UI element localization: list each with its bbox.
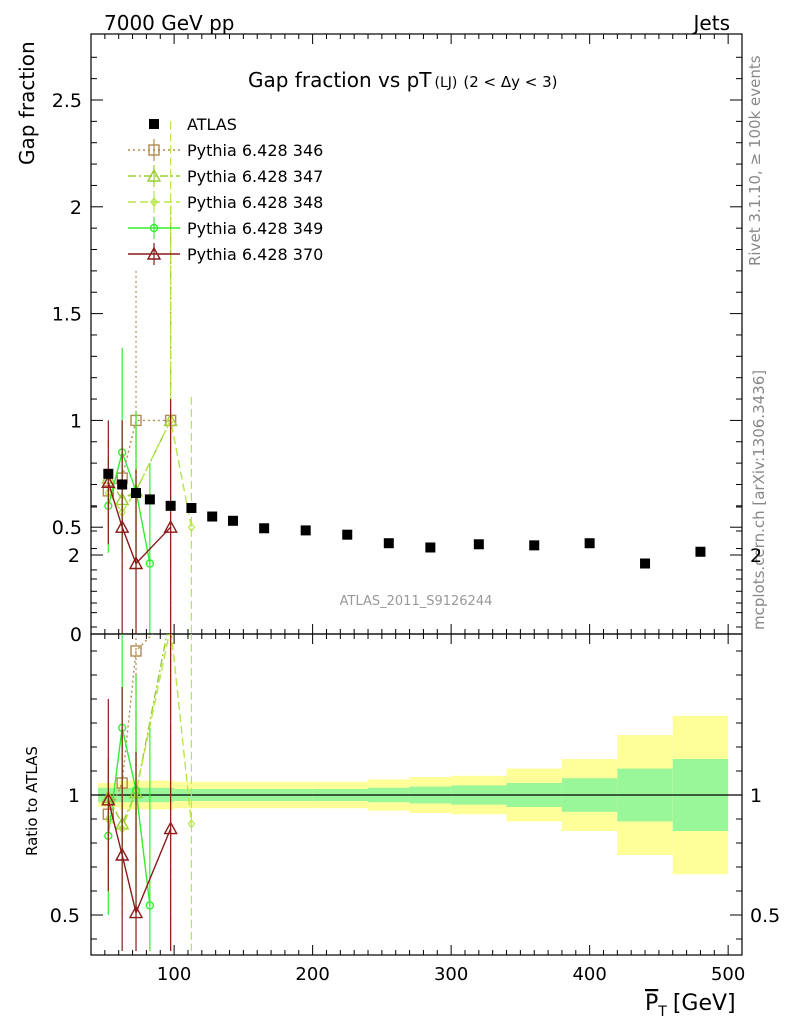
atlas-point [425,542,436,553]
atlas-point [103,468,114,479]
ratio-y-tick-label-right: 0.5 [750,905,780,927]
series-line [107,482,172,565]
ratio-point [145,901,155,910]
atlas-point [227,515,238,526]
atlas-point [207,511,218,522]
legend-label: Pythia 6.428 346 [187,141,323,160]
series-1 [102,206,177,634]
atlas-point [383,538,394,549]
legend-marker [146,168,162,182]
ratio-point [128,905,144,919]
legend-item-3: Pythia 6.428 348 [128,191,323,213]
atlas-point [165,500,176,511]
chart-title: Gap fraction vs pT (LJ) (2 < Δy < 3) [248,68,558,92]
atlas-point [186,502,197,513]
atlas-point [131,488,142,499]
y-tick-label: 1.5 [52,304,82,326]
ratio-y-tick-label: 1 [68,785,80,807]
legend-marker [146,246,162,260]
x-tick-label: 400 [572,964,606,985]
legend-label: Pythia 6.428 348 [187,193,323,212]
header-right: Jets [692,11,730,35]
series-line [107,450,151,564]
y-tick-label: 2 [70,197,82,219]
x-tick-label: 200 [295,964,329,985]
chart-title-main: Gap fraction vs pT [248,68,432,92]
x-axis-label-p: P [645,991,658,1016]
ratio-series-line [107,634,154,815]
legend-item-2: Pythia 6.428 347 [128,165,323,187]
legend-marker [149,119,159,129]
ratio-series-5 [101,634,178,951]
x-axis-label-unit: [GeV] [673,991,736,1016]
series-point [145,559,155,568]
ratio-point [187,818,196,829]
atlas-point [584,538,595,549]
legend-marker [150,197,158,207]
legend-item-atlas: ATLAS [149,115,237,134]
atlas-point [695,546,706,557]
x-tick-label: 300 [434,964,468,985]
y-tick-label: 0.5 [52,517,82,539]
ratio-series-2 [101,634,172,951]
side-label-rivet: Rivet 3.1.10, ≥ 100k events [746,55,764,266]
x-axis-label-sub: T [657,1004,667,1020]
ratio-y-tick-label: 2 [68,545,80,567]
ratio-point [163,821,178,835]
series-point [128,556,144,570]
ratio-y-tick-label: 0.5 [50,905,80,927]
legend-label: Pythia 6.428 349 [187,219,323,238]
x-tick-label: 500 [711,964,745,985]
ratio-series-line [107,799,172,915]
legend-item-5: Pythia 6.428 370 [128,243,323,265]
atlas-point [342,529,353,540]
atlas-point [259,523,270,534]
ratio-series-1 [102,634,172,951]
chart-title-cut: (2 < Δy < 3) [463,73,557,91]
atlas-point [144,494,155,505]
y-tick-label: 0 [70,624,82,646]
x-tick-label: 100 [157,964,191,985]
header-left: 7000 GeV pp [104,11,235,35]
atlas-point [300,525,311,536]
series-4 [104,347,155,634]
series-point [187,522,196,533]
x-axis-label: PT [GeV] [645,991,736,1020]
series-point [101,474,116,489]
legend-marker [149,223,159,233]
atlas-point [640,558,651,569]
ratio-series-line [107,727,151,906]
legend-label: Pythia 6.428 370 [187,245,323,264]
atlas-point [117,479,128,490]
ratio-point [114,847,130,861]
ratio-y-axis-label: Ratio to ATLAS [23,746,41,856]
series-point [114,519,130,533]
legend-item-1: Pythia 6.428 346 [128,139,323,161]
atlas-point [473,539,484,550]
atlas-point [529,540,540,551]
series-line [107,419,171,492]
legend-marker [148,144,160,156]
y-tick-label: 1 [70,410,82,432]
series-5 [101,399,178,634]
y-axis-label: Gap fraction [15,41,39,165]
atlas-data [103,468,706,569]
legend: ATLAS Pythia 6.428 346 Pythia 6.428 347 Pyt… [128,115,323,265]
ratio-point [101,792,116,806]
side-label-mcplots: mcplots.cern.ch [arXiv:1306.3436] [750,370,768,630]
chart-title-sub: (LJ) [435,75,458,91]
watermark: ATLAS_2011_S9126244 [340,594,493,609]
ratio-point [130,645,142,657]
ratio-y-tick-label-right: 1 [750,785,762,807]
series-point [163,519,178,533]
ratio-y-tick-label-right: 2 [750,545,762,567]
y-tick-label: 2.5 [52,90,82,112]
legend-label: ATLAS [187,115,237,134]
legend-item-4: Pythia 6.428 349 [128,217,323,239]
legend-label: Pythia 6.428 347 [187,167,323,186]
